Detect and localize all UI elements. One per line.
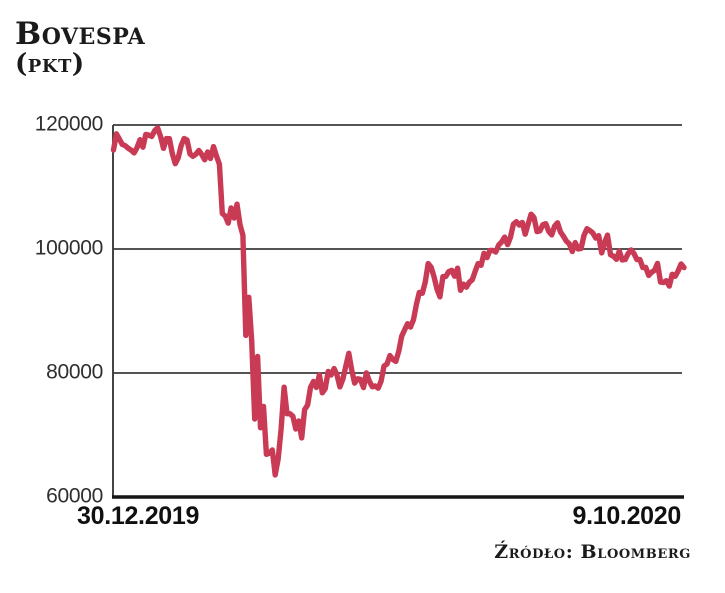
chart-unit-label: (pkt) xyxy=(15,49,85,79)
chart-title: Bovespa xyxy=(15,16,146,52)
x-axis-start-date: 30.12.2019 xyxy=(77,502,200,530)
x-axis-end-date: 9.10.2020 xyxy=(572,502,681,530)
source-attribution: Źródło: Bloomberg xyxy=(494,541,691,563)
